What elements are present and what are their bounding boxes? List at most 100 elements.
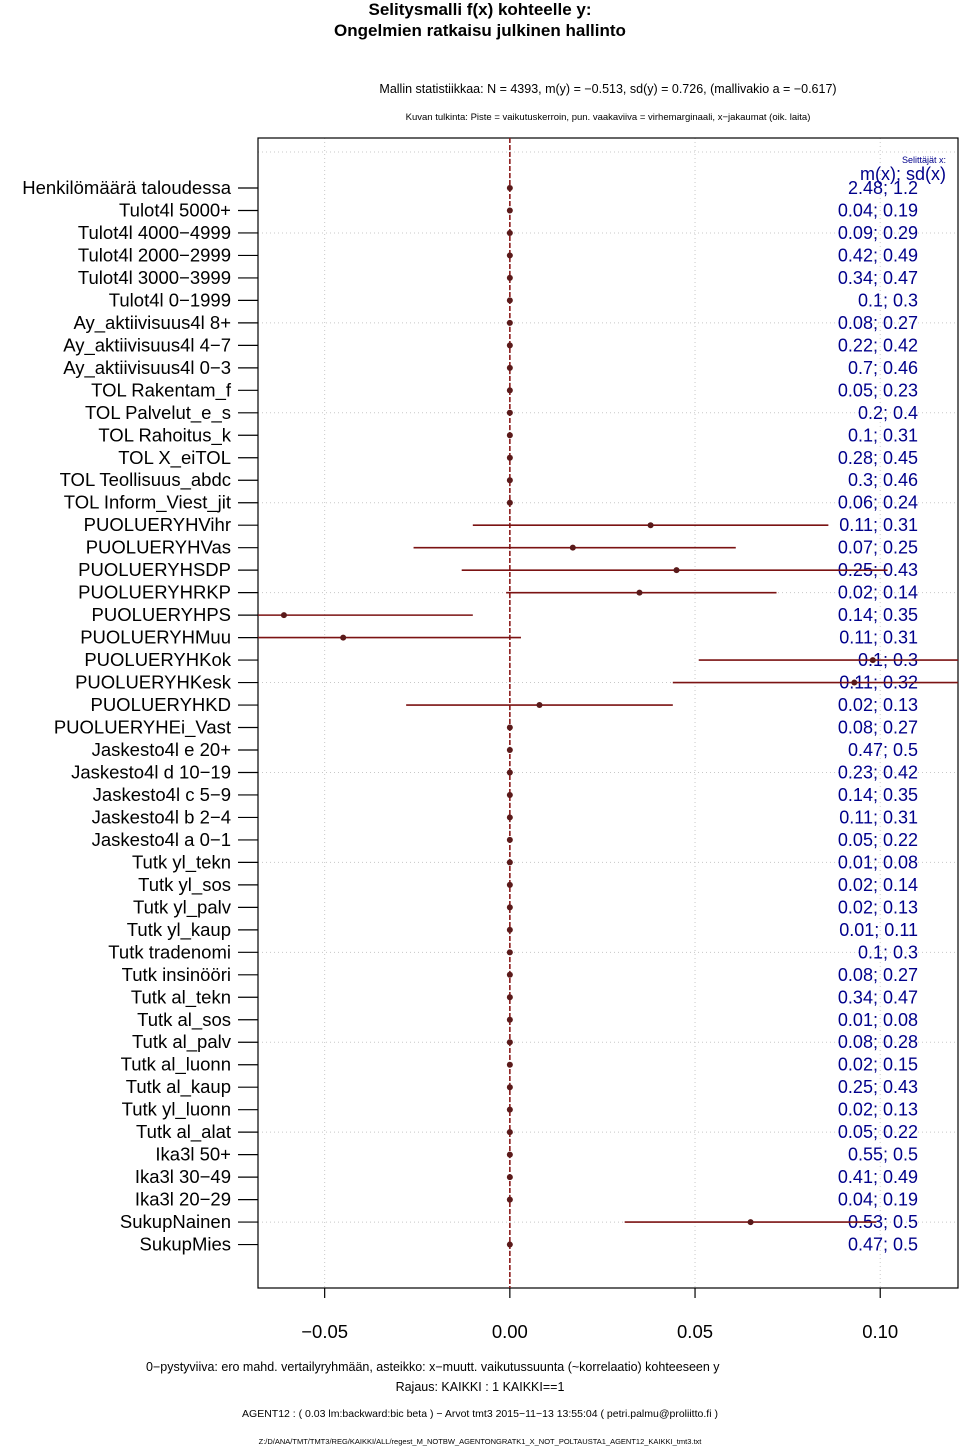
x-stats-label: 0.22; 0.42 xyxy=(838,335,918,355)
coefficient-point xyxy=(506,814,513,821)
x-stats-label: 0.11; 0.31 xyxy=(839,515,918,535)
y-tick-label: TOL Inform_Viest_jit xyxy=(64,492,231,514)
coefficient-point xyxy=(506,477,513,484)
x-stats-label: 0.09; 0.29 xyxy=(838,223,918,243)
x-stats-label: 0.41; 0.49 xyxy=(838,1167,918,1187)
coefficient-point xyxy=(569,544,576,551)
coefficient-point xyxy=(869,657,876,664)
coefficient-point xyxy=(536,702,543,709)
coefficient-point xyxy=(636,589,643,596)
x-stats-label: 2.48; 1.2 xyxy=(848,178,918,198)
coefficient-point xyxy=(506,747,513,753)
coefficient-point xyxy=(506,836,513,843)
y-tick-label: PUOLUERYHMuu xyxy=(80,627,231,648)
y-tick-label: TOL Rakentam_f xyxy=(91,379,232,401)
x-stats-label: 0.47; 0.5 xyxy=(848,740,918,760)
y-tick-label: Ay_aktiivisuus4l 8+ xyxy=(73,312,231,334)
coefficient-point xyxy=(506,432,513,439)
coefficient-point xyxy=(506,1129,513,1136)
coefficient-point xyxy=(506,769,513,776)
x-stats-label: 0.02; 0.14 xyxy=(838,875,918,895)
coefficient-point xyxy=(506,252,513,259)
x-stats-label: 0.1; 0.3 xyxy=(858,290,918,310)
coefficient-point xyxy=(506,1151,513,1158)
coefficient-point xyxy=(506,499,513,506)
y-tick-label: Tutk yl_luonn xyxy=(122,1099,231,1121)
coefficient-point xyxy=(506,1174,513,1181)
x-stats-label: 0.06; 0.24 xyxy=(838,493,918,513)
x-stats-label: 0.34; 0.47 xyxy=(838,268,918,288)
coefficient-point xyxy=(506,274,513,281)
x-stats-label: 0.08; 0.28 xyxy=(838,1032,918,1052)
x-stats-label: 0.53; 0.5 xyxy=(848,1212,918,1232)
x-tick-label: −0.05 xyxy=(301,1321,348,1342)
chart-title-line2: Ongelmien ratkaisu julkinen hallinto xyxy=(334,21,626,40)
x-stats-label: 0.05; 0.22 xyxy=(838,830,918,850)
coefficient-point xyxy=(506,1016,513,1023)
y-tick-label: TOL X_eiTOL xyxy=(118,447,231,469)
y-tick-label: Tutk al_luonn xyxy=(121,1054,231,1076)
y-tick-label: PUOLUERYHKok xyxy=(84,649,231,670)
y-tick-label: Ika3l 20−29 xyxy=(135,1189,231,1210)
x-stats-label: 0.47; 0.5 xyxy=(848,1235,918,1255)
x-stats-label: 0.14; 0.35 xyxy=(838,605,918,625)
plot-frame xyxy=(257,137,959,1289)
coefficient-point xyxy=(340,634,347,641)
y-tick-label: SukupNainen xyxy=(120,1211,231,1232)
coefficient-point xyxy=(506,185,513,191)
y-tick-label: Jaskesto4l a 0−1 xyxy=(92,829,231,850)
x-stats-label: 0.42; 0.49 xyxy=(838,245,918,265)
coefficient-point xyxy=(506,926,513,933)
y-tick-label: Tutk yl_tekn xyxy=(132,851,231,873)
coefficient-point xyxy=(506,859,513,866)
y-tick-label: Ika3l 30−49 xyxy=(135,1166,231,1187)
coefficient-point xyxy=(506,971,513,978)
y-tick-label: Tulot4l 2000−2999 xyxy=(78,244,231,265)
coefficient-point xyxy=(506,1106,513,1113)
x-tick-label: 0.10 xyxy=(862,1321,898,1342)
coefficient-point xyxy=(506,1039,513,1046)
coefficient-point xyxy=(506,1241,513,1248)
footer-axis-note: 0−pystyviiva: ero mahd. vertailyryhmään,… xyxy=(146,1360,720,1374)
y-tick-label: PUOLUERYHKD xyxy=(90,694,231,715)
x-stats-label: 0.11; 0.31 xyxy=(839,807,918,827)
y-tick-label: Tutk yl_kaup xyxy=(127,919,231,941)
coefficient-point xyxy=(506,1084,513,1091)
coefficient-point xyxy=(506,297,513,304)
x-stats-label: 0.08; 0.27 xyxy=(838,718,918,738)
coefficient-point xyxy=(506,791,513,798)
y-tick-label: Tutk al_palv xyxy=(132,1031,232,1053)
y-tick-label: TOL Teollisuus_abdc xyxy=(60,469,231,491)
y-tick-label: Tutk al_tekn xyxy=(131,986,231,1008)
coefficient-point xyxy=(506,1061,513,1068)
y-tick-label: Ay_aktiivisuus4l 4−7 xyxy=(63,334,231,356)
coefficient-point xyxy=(506,1196,513,1203)
coefficient-point xyxy=(506,319,513,326)
coefficient-point xyxy=(506,881,513,888)
y-tick-label: Tutk al_kaup xyxy=(126,1076,231,1098)
x-stats-label: 0.01; 0.11 xyxy=(839,920,918,940)
y-tick-label: Tulot4l 3000−3999 xyxy=(78,267,231,288)
coefficient-point xyxy=(506,409,513,416)
right-header-small: Selittäjät x: xyxy=(902,155,946,165)
x-stats-label: 0.1; 0.3 xyxy=(858,942,918,962)
y-tick-label: Jaskesto4l e 20+ xyxy=(92,739,231,760)
footer-filter: Rajaus: KAIKKI : 1 KAIKKI==1 xyxy=(395,1380,565,1394)
y-tick-label: Tulot4l 0−1999 xyxy=(109,289,231,310)
x-stats-label: 0.05; 0.22 xyxy=(838,1122,918,1142)
x-tick-label: 0.00 xyxy=(492,1321,528,1342)
y-tick-label: PUOLUERYHKesk xyxy=(75,672,232,693)
x-stats-label: 0.34; 0.47 xyxy=(838,987,918,1007)
y-tick-label: TOL Rahoitus_k xyxy=(98,424,231,446)
footer-file-path: Z:/D/ANA/TMT/TMT3/REG/KAIKKI/ALL/regest_… xyxy=(258,1437,702,1446)
y-tick-label: Tutk yl_sos xyxy=(138,874,231,896)
right-header: m(x); sd(x) xyxy=(860,164,946,184)
y-tick-label: Ay_aktiivisuus4l 0−3 xyxy=(63,357,231,379)
x-stats-label: 0.23; 0.42 xyxy=(838,762,918,782)
x-stats-label: 0.11; 0.31 xyxy=(839,628,918,648)
x-stats-label: 0.28; 0.45 xyxy=(838,448,918,468)
x-stats-label: 0.02; 0.13 xyxy=(838,1100,918,1120)
x-stats-label: 0.14; 0.35 xyxy=(838,785,918,805)
y-tick-label: Tutk yl_palv xyxy=(133,896,232,918)
